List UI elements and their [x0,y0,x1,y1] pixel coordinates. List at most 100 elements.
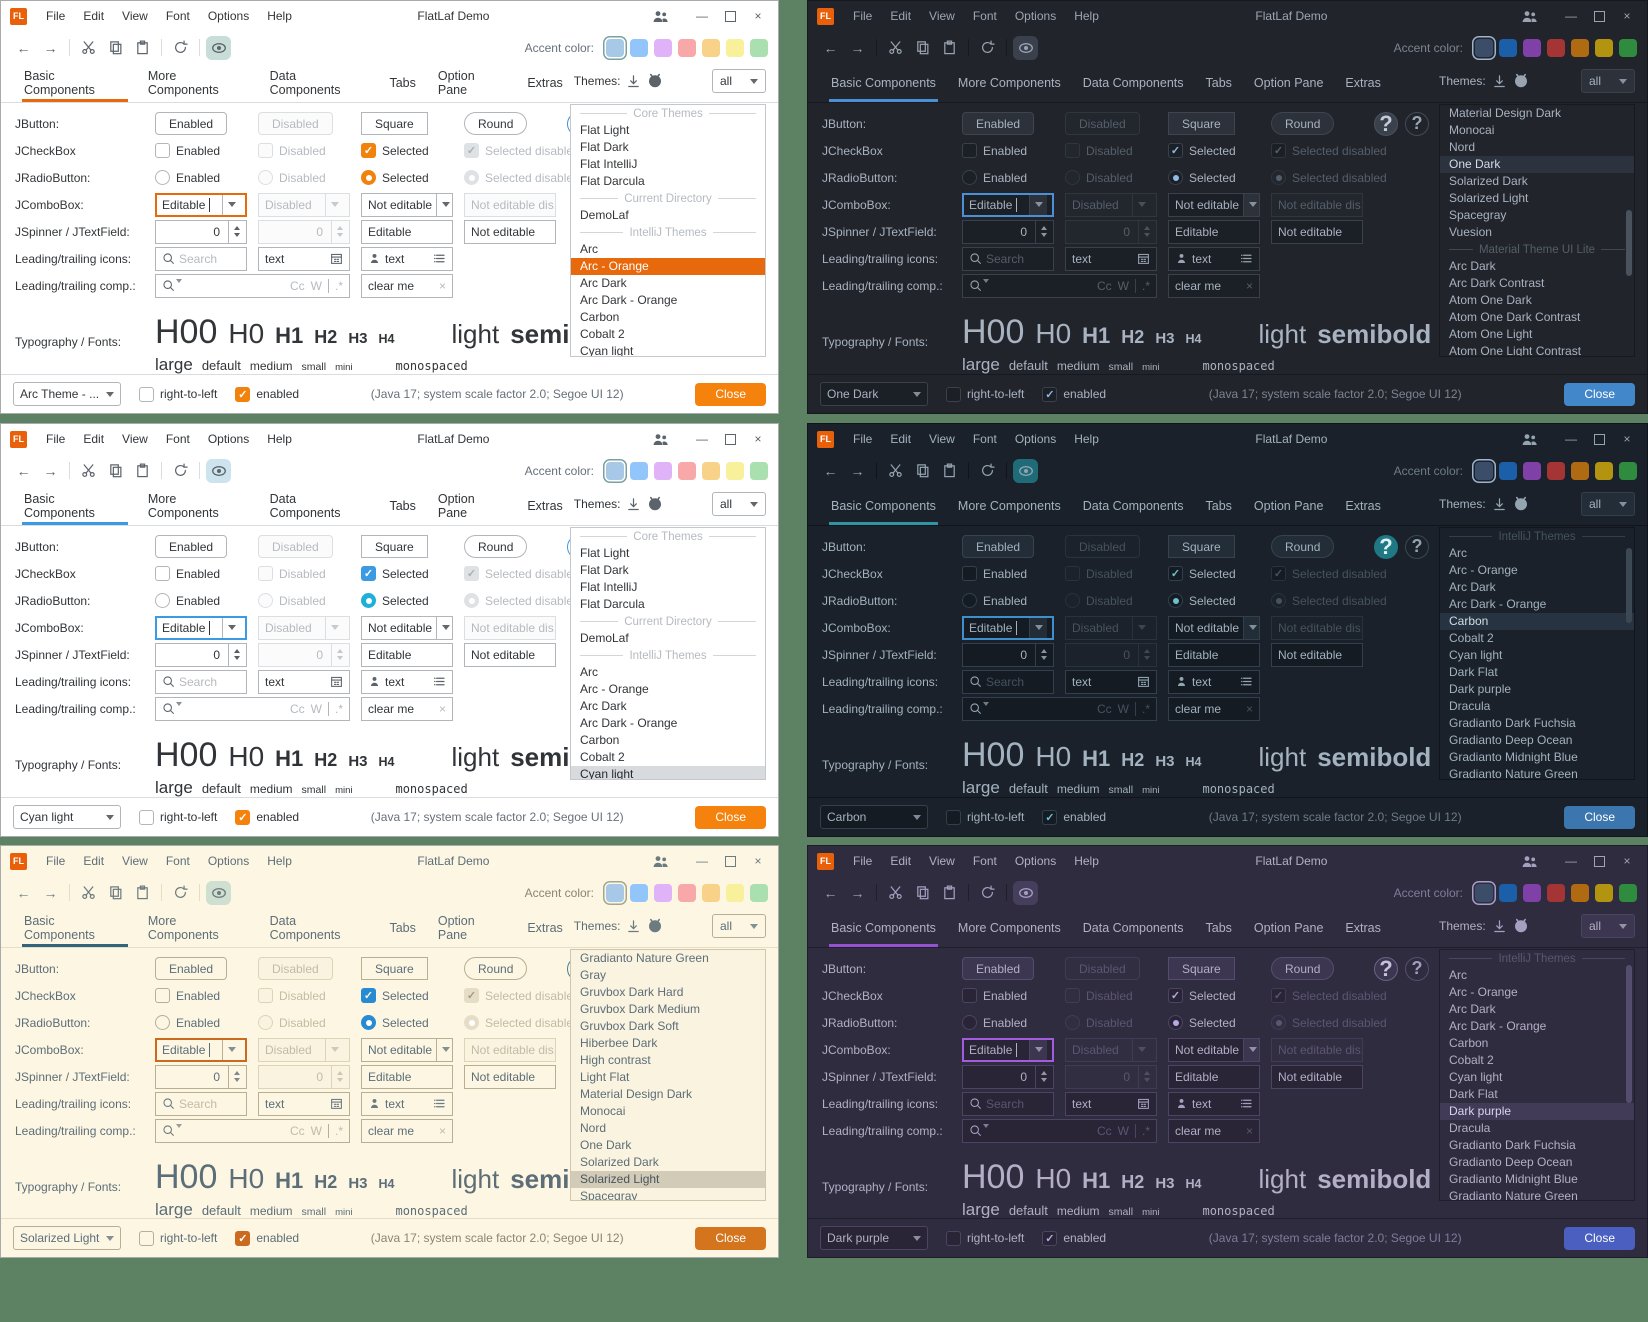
radio-selected[interactable]: Selected [1168,170,1260,185]
right-to-left-checkbox[interactable]: right-to-left [139,809,217,825]
calendar-icon[interactable] [1137,675,1150,688]
editable-combobox[interactable]: Editable [155,192,247,217]
theme-list-item-selected[interactable]: One Dark [1440,156,1634,173]
search-input[interactable]: Search [155,246,247,271]
radio-selected-icon[interactable] [1168,593,1183,608]
user-input[interactable]: text [361,1091,453,1116]
refresh-icon[interactable] [975,881,1000,905]
paste-icon[interactable] [130,459,155,483]
tab-option-pane[interactable]: Option Pane [437,914,475,942]
theme-list-item[interactable]: DemoLaf [580,208,629,222]
menu-view[interactable]: View [122,9,148,23]
accent-color-swatch[interactable] [1619,38,1637,57]
clearable-input[interactable]: clear me × [361,273,453,298]
enabled-checkbox[interactable]: enabled [1042,1230,1106,1246]
radio-enabled[interactable]: Enabled [962,593,1054,608]
list-icon[interactable] [433,675,446,688]
users-icon[interactable] [1515,425,1543,453]
github-icon[interactable] [647,496,663,512]
theme-list-item[interactable]: Cobalt 2 [1449,631,1494,645]
menu-view[interactable]: View [929,9,955,23]
checkbox-selected[interactable]: Selected [1168,566,1260,581]
square-button[interactable]: Square [1168,535,1235,558]
menu-font[interactable]: Font [972,9,997,23]
radio-icon[interactable] [155,1015,170,1030]
github-icon[interactable] [647,73,663,89]
radio-enabled[interactable]: Enabled [155,1015,247,1030]
spinner[interactable]: 0 [155,642,247,667]
theme-list-item[interactable]: Dark Flat [1449,1087,1498,1101]
paste-icon[interactable] [937,881,962,905]
date-input[interactable]: text [1065,246,1157,271]
editable-combobox[interactable]: Editable [962,1037,1054,1062]
minimize-button[interactable]: — [1565,854,1577,868]
right-to-left-checkbox[interactable]: right-to-left [946,809,1024,825]
accent-color-swatch[interactable] [678,883,696,902]
right-to-left-checkbox[interactable]: right-to-left [946,1230,1024,1246]
eye-toggle-icon[interactable] [206,35,231,60]
checkbox-icon[interactable] [946,809,961,825]
forward-icon[interactable]: → [850,884,865,901]
round-button[interactable]: Round [464,535,528,558]
search-with-options-input[interactable]: Cc W .* [155,1118,350,1143]
checkbox-selected[interactable]: Selected [361,143,453,158]
copy-icon[interactable] [910,459,935,483]
calendar-icon[interactable] [330,252,343,265]
editable-combobox[interactable]: Editable [155,615,247,640]
checkbox-enabled[interactable]: Enabled [155,988,247,1003]
radio-selected[interactable]: Selected [361,1015,453,1030]
checkbox-checked-icon[interactable] [235,386,251,402]
close-button[interactable]: Close [695,1226,766,1250]
theme-list-item-selected[interactable]: Arc - Orange [571,258,765,275]
theme-list-item[interactable]: Gruvbox Dark Hard [580,985,684,999]
theme-list-item-selected[interactable]: Dark purple [1440,1103,1634,1120]
accent-color-swatch-selected[interactable] [1475,883,1493,902]
accent-color-swatch[interactable] [678,461,696,480]
checkbox-enabled[interactable]: Enabled [155,566,247,581]
menu-view[interactable]: View [122,854,148,868]
tab-basic-components[interactable]: Basic Components [820,64,947,102]
regex-toggle[interactable]: .* [334,701,343,716]
maximize-button[interactable] [716,847,744,875]
theme-combobox[interactable]: Cyan light [13,805,121,829]
list-icon[interactable] [433,252,446,265]
accent-color-swatch-selected[interactable] [606,883,624,902]
clear-icon[interactable]: × [1245,278,1253,293]
theme-list-item[interactable]: Arc [580,242,598,256]
theme-filter-combobox[interactable]: all [1581,914,1635,938]
checkbox-checked-icon[interactable] [361,566,376,581]
theme-filter-combobox[interactable]: all [712,69,766,93]
theme-list-item[interactable]: Arc Dark [580,276,627,290]
spinner-arrows-icon[interactable] [228,1065,240,1088]
checkbox-icon[interactable] [155,988,170,1003]
noneditable-combobox[interactable]: Not editable [1168,1037,1260,1062]
accent-color-swatch[interactable] [1619,883,1637,902]
theme-list-item[interactable]: Cyan light [1449,648,1503,662]
minimize-button[interactable]: — [1565,432,1577,446]
date-input[interactable]: text [1065,669,1157,694]
tab-more-components[interactable]: More Components [147,492,219,520]
forward-icon[interactable]: → [850,462,865,479]
theme-filter-combobox[interactable]: all [712,914,766,938]
regex-toggle[interactable]: .* [1141,278,1150,293]
theme-list-item[interactable]: Arc - Orange [580,682,649,696]
spinner-arrows-icon[interactable] [1035,643,1047,666]
theme-list-item[interactable]: Solarized Dark [580,1155,659,1169]
cut-icon[interactable] [76,459,101,483]
theme-list-item[interactable]: Arc - Orange [1449,985,1518,999]
help-button-secondary[interactable]: ? [1405,534,1429,559]
theme-list-item[interactable]: Nord [580,1121,607,1135]
tab-option-pane[interactable]: Option Pane [1253,921,1324,935]
download-icon[interactable] [1492,497,1507,512]
noneditable-combobox[interactable]: Not editable [1168,615,1260,640]
radio-selected[interactable]: Selected [361,170,453,185]
search-dropdown-icon[interactable] [969,1124,989,1137]
noneditable-combobox[interactable]: Not editable [361,192,453,217]
checkbox-checked-icon[interactable] [1168,143,1183,158]
user-input[interactable]: text [361,669,453,694]
accent-color-swatch[interactable] [1619,461,1637,480]
theme-list-item[interactable]: Gray [580,968,607,982]
menu-options[interactable]: Options [1014,432,1057,446]
menu-edit[interactable]: Edit [83,9,105,23]
search-input[interactable]: Search [962,246,1054,271]
